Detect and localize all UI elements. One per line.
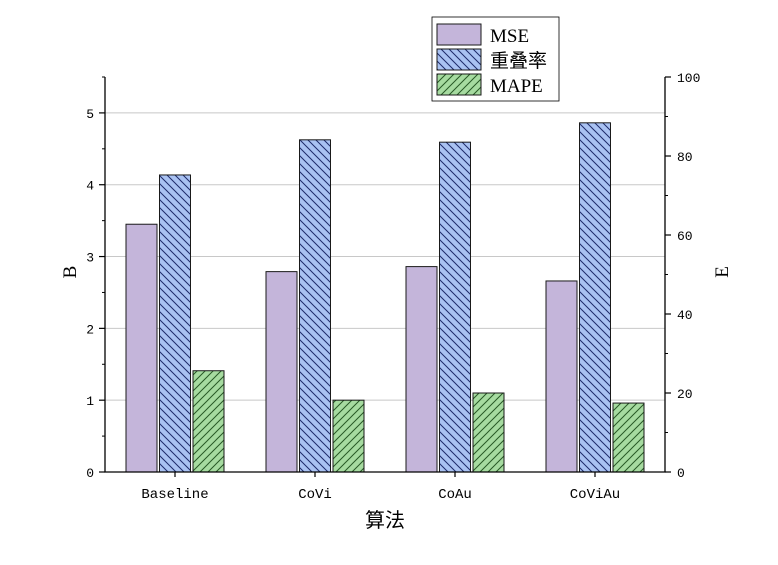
- right-tick-label: 40: [677, 308, 693, 323]
- left-tick-label: 3: [86, 251, 94, 266]
- legend-swatch-1: [436, 23, 482, 46]
- legend-swatch-3: [436, 73, 482, 96]
- x-category-label: CoAu: [438, 487, 472, 503]
- left-tick-label: 5: [86, 107, 94, 122]
- left-y-axis-title: B: [60, 266, 81, 279]
- right-tick-label: 80: [677, 150, 693, 165]
- left-tick-label: 0: [86, 466, 94, 481]
- bar-series-3-covi: [332, 399, 365, 473]
- left-tick-label: 4: [86, 179, 94, 194]
- bar-series-2-coviau: [579, 122, 611, 473]
- bar-group: [125, 122, 645, 473]
- bar-series-3-coau: [472, 392, 505, 473]
- legend-label-2: 重叠率: [490, 50, 547, 72]
- bar-series-3-baseline: [192, 370, 225, 473]
- right-tick-label: 100: [677, 71, 700, 86]
- x-category-label: CoViAu: [570, 487, 620, 503]
- x-category-label: Baseline: [141, 487, 208, 503]
- legend-swatch-2: [436, 48, 482, 71]
- bar-series-1-coviau: [545, 280, 578, 473]
- x-axis-title: 算法: [365, 509, 405, 532]
- right-tick-label: 0: [677, 466, 685, 481]
- left-tick-label: 2: [86, 322, 94, 337]
- bar-series-3-coviau: [612, 402, 645, 473]
- bar-series-1-coau: [405, 266, 438, 473]
- left-tick-label: 1: [86, 394, 94, 409]
- legend-label-1: MSE: [490, 26, 529, 47]
- bar-series-2-coau: [439, 141, 471, 473]
- bar-series-1-covi: [265, 271, 298, 473]
- legend-label-3: MAPE: [490, 76, 543, 97]
- bar-series-2-baseline: [159, 174, 191, 473]
- right-y-axis-title: E: [712, 266, 733, 278]
- axis-ticks: 0 1 2 3 4 5 0 20 40 60 80 100 Baseline CoVi CoAu CoViAu: [86, 71, 700, 503]
- right-tick-label: 20: [677, 387, 693, 402]
- right-tick-label: 60: [677, 229, 693, 244]
- x-category-label: CoVi: [298, 487, 332, 503]
- bar-series-1-baseline: [125, 223, 158, 473]
- legend: MSE 重叠率 MAPE: [431, 16, 560, 102]
- bar-series-2-covi: [299, 139, 331, 473]
